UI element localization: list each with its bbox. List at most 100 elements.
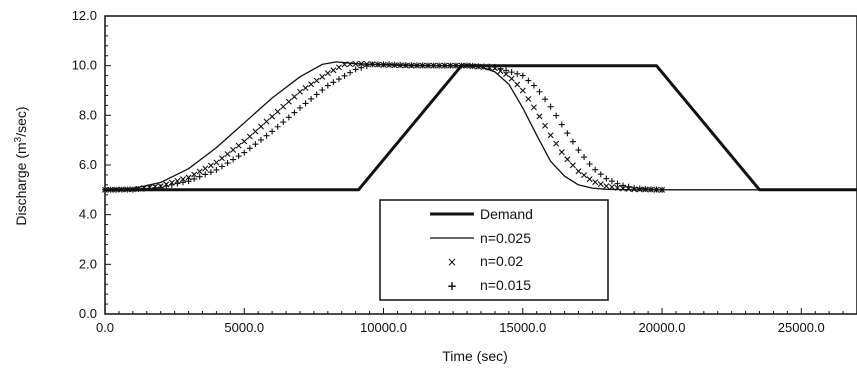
plus-marker-point bbox=[642, 185, 649, 192]
plus-marker-point bbox=[285, 114, 292, 121]
plus-marker-point bbox=[341, 72, 348, 79]
plus-marker-point bbox=[347, 69, 354, 76]
x-marker-point bbox=[241, 138, 248, 145]
plus-marker-point bbox=[419, 62, 426, 69]
x-marker-point bbox=[575, 168, 582, 175]
series-n-0-02-markers bbox=[102, 60, 666, 193]
x-marker-point bbox=[347, 61, 354, 68]
plus-marker-point bbox=[218, 163, 225, 170]
x-marker-point bbox=[224, 151, 231, 158]
plus-marker-point bbox=[129, 186, 136, 193]
plus-marker-point bbox=[647, 186, 654, 193]
plus-marker-point bbox=[241, 149, 248, 156]
plus-marker-point bbox=[408, 62, 415, 69]
plus-marker-point bbox=[269, 128, 276, 135]
plus-marker-point bbox=[530, 82, 537, 89]
plus-marker-point bbox=[475, 63, 482, 70]
plus-marker-point bbox=[503, 67, 510, 74]
x-marker-point bbox=[519, 87, 526, 94]
plus-marker-point bbox=[230, 156, 237, 163]
x-marker-point bbox=[185, 174, 192, 181]
plus-marker-point bbox=[257, 136, 264, 143]
plus-marker-point bbox=[458, 62, 465, 69]
x-marker-point bbox=[179, 176, 186, 183]
x-tick-label: 10000.0 bbox=[360, 320, 407, 335]
x-marker-point bbox=[536, 113, 543, 120]
x-marker-point bbox=[341, 61, 348, 68]
legend-label-n-0025: n=0.025 bbox=[480, 230, 531, 246]
plus-marker-point bbox=[413, 62, 420, 69]
plus-marker-point bbox=[319, 87, 326, 94]
x-marker-point bbox=[285, 98, 292, 105]
x-marker-point bbox=[319, 73, 326, 80]
x-marker-point bbox=[207, 162, 214, 169]
plus-marker-point bbox=[659, 186, 666, 193]
plus-marker-point bbox=[118, 186, 125, 193]
plus-marker-point bbox=[620, 182, 627, 189]
x-marker-point bbox=[296, 88, 303, 95]
y-tick-label: 0.0 bbox=[79, 306, 97, 321]
legend: Demand n=0.025 × n=0.02 + n=0.015 bbox=[379, 199, 609, 301]
plus-marker-point bbox=[185, 178, 192, 185]
plus-marker-point bbox=[168, 181, 175, 188]
y-tick-label: 10.0 bbox=[72, 58, 97, 73]
y-tick-label: 6.0 bbox=[79, 157, 97, 172]
x-tick-label: 0.0 bbox=[96, 320, 114, 335]
x-marker-point bbox=[269, 113, 276, 120]
x-marker-point bbox=[569, 162, 576, 169]
plus-marker-point bbox=[553, 112, 560, 119]
plus-marker-point bbox=[246, 145, 253, 152]
plus-marker-point bbox=[263, 132, 270, 139]
x-marker-point bbox=[196, 168, 203, 175]
x-marker-point bbox=[592, 179, 599, 186]
x-marker-point bbox=[614, 184, 621, 191]
plus-marker-point bbox=[213, 166, 220, 173]
y-tick-label: 12.0 bbox=[72, 8, 97, 23]
x-marker-point bbox=[358, 60, 365, 67]
plus-marker-point bbox=[152, 184, 159, 191]
x-marker-point bbox=[218, 155, 225, 162]
plus-marker-point bbox=[291, 109, 298, 116]
x-marker-point bbox=[330, 67, 337, 74]
x-marker-point bbox=[352, 60, 359, 67]
plus-marker-point bbox=[447, 62, 454, 69]
x-marker-point bbox=[514, 81, 521, 88]
y-axis-ticks: 0.0 2.0 4.0 6.0 8.0 10.0 12.0 bbox=[72, 8, 111, 321]
x-marker-point bbox=[246, 133, 253, 140]
x-marker-point bbox=[235, 142, 242, 149]
x-marker-point bbox=[597, 181, 604, 188]
x-marker-point bbox=[302, 85, 309, 92]
plus-marker-point bbox=[519, 72, 526, 79]
x-marker-point bbox=[547, 132, 554, 139]
plus-marker-point bbox=[313, 91, 320, 98]
x-marker-point bbox=[324, 70, 331, 77]
x-axis-title: Time (sec) bbox=[442, 348, 508, 364]
plus-marker-point bbox=[352, 66, 359, 73]
plus-marker-point bbox=[547, 103, 554, 110]
plus-marker-point bbox=[135, 186, 142, 193]
x-tick-label: 15000.0 bbox=[499, 320, 546, 335]
plus-marker-point bbox=[436, 62, 443, 69]
plus-marker-point bbox=[235, 153, 242, 160]
plus-marker-point bbox=[280, 119, 287, 126]
plus-marker-point bbox=[363, 63, 370, 70]
x-marker-point bbox=[542, 122, 549, 129]
x-tick-label: 25000.0 bbox=[778, 320, 825, 335]
x-marker-point bbox=[558, 149, 565, 156]
series-demand-line bbox=[105, 64, 857, 192]
plus-marker-point bbox=[102, 186, 108, 193]
x-marker-point bbox=[503, 71, 510, 78]
x-marker-point bbox=[620, 185, 627, 192]
series-layer bbox=[102, 60, 857, 193]
x-marker-point bbox=[586, 176, 593, 183]
x-marker-point bbox=[291, 93, 298, 100]
plus-marker-point bbox=[107, 186, 114, 193]
plus-marker-point bbox=[207, 169, 214, 176]
plus-marker-point bbox=[335, 76, 342, 83]
x-marker-point bbox=[252, 128, 259, 135]
plus-marker-point bbox=[224, 160, 231, 167]
x-tick-label: 5000.0 bbox=[224, 320, 264, 335]
x-marker-point bbox=[202, 165, 209, 172]
plus-marker-point bbox=[597, 171, 604, 178]
